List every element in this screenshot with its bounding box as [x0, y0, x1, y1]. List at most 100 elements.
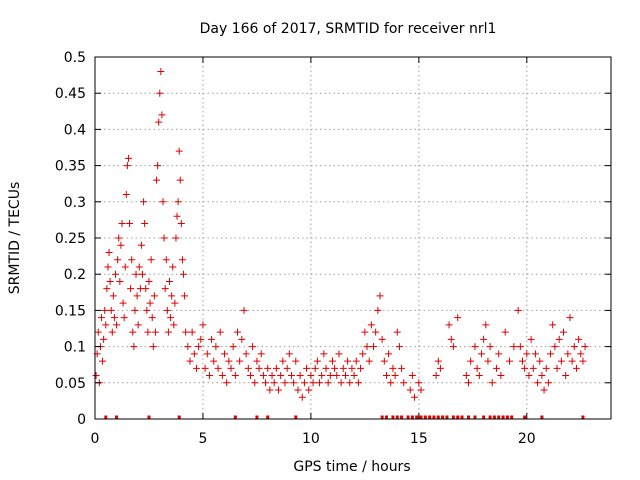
data-point: [97, 314, 105, 322]
data-point: [203, 350, 211, 358]
data-point: [160, 234, 168, 242]
data-point: [216, 328, 224, 336]
data-point: [339, 364, 347, 372]
data-point: [214, 364, 222, 372]
y-tick-label: 0.15: [55, 303, 86, 319]
data-point: [208, 335, 216, 343]
data-point: [251, 379, 259, 387]
data-point: [149, 343, 157, 351]
data-point: [361, 328, 369, 336]
data-point: [116, 277, 124, 285]
data-point: [285, 350, 293, 358]
data-point: [92, 372, 100, 380]
data-point: [387, 379, 395, 387]
data-point: [229, 343, 237, 351]
data-point: [128, 256, 136, 264]
data-point: [380, 357, 388, 365]
data-point: [367, 321, 375, 329]
data-point: [318, 372, 326, 380]
data-point: [244, 364, 252, 372]
data-point: [542, 364, 550, 372]
data-point: [100, 335, 108, 343]
data-point: [514, 306, 522, 314]
data-point: [523, 350, 531, 358]
data-point: [449, 343, 457, 351]
data-point: [158, 111, 166, 119]
data-point: [350, 372, 358, 380]
data-point: [169, 263, 177, 271]
data-point: [108, 328, 116, 336]
data-point: [233, 328, 241, 336]
data-point: [475, 372, 483, 380]
data-point: [144, 328, 152, 336]
data-point: [408, 372, 416, 380]
data-point: [240, 306, 248, 314]
data-point: [391, 372, 399, 380]
data-point: [123, 162, 131, 170]
data-point: [417, 386, 425, 394]
data-point: [307, 372, 315, 380]
data-point: [249, 343, 257, 351]
data-point: [324, 379, 332, 387]
data-point: [218, 372, 226, 380]
data-point: [135, 263, 143, 271]
data-point: [186, 357, 194, 365]
data-point: [231, 372, 239, 380]
y-tick-label: 0.3: [64, 195, 86, 211]
data-point: [486, 343, 494, 351]
data-point: [120, 314, 128, 322]
data-point: [303, 364, 311, 372]
data-point: [283, 364, 291, 372]
data-point: [147, 256, 155, 264]
data-point: [225, 357, 233, 365]
data-point: [236, 357, 244, 365]
data-point: [363, 343, 371, 351]
data-point: [389, 364, 397, 372]
data-point: [488, 379, 496, 387]
data-point: [354, 379, 362, 387]
data-point: [309, 379, 317, 387]
data-point: [382, 372, 390, 380]
data-point: [551, 343, 559, 351]
data-point: [246, 372, 254, 380]
data-point: [140, 198, 148, 206]
data-point: [365, 357, 373, 365]
data-point: [130, 343, 138, 351]
x-tick-label: 0: [91, 431, 100, 447]
data-point: [184, 343, 192, 351]
data-point: [335, 350, 343, 358]
data-point: [406, 386, 414, 394]
data-point: [145, 277, 153, 285]
data-point: [348, 364, 356, 372]
data-point: [432, 372, 440, 380]
data-point: [112, 270, 120, 278]
data-point: [341, 372, 349, 380]
data-point: [151, 328, 159, 336]
data-point: [190, 350, 198, 358]
data-point: [501, 328, 509, 336]
data-point: [281, 379, 289, 387]
data-point: [177, 220, 185, 228]
data-point: [378, 335, 386, 343]
data-point: [114, 256, 122, 264]
data-point: [121, 263, 129, 271]
grid: [95, 57, 611, 419]
data-point: [320, 350, 328, 358]
data-point: [275, 386, 283, 394]
data-point: [493, 364, 501, 372]
data-point: [172, 234, 180, 242]
data-point: [292, 357, 300, 365]
data-point: [99, 357, 107, 365]
data-point: [162, 256, 170, 264]
data-point: [581, 343, 589, 351]
data-point: [131, 306, 139, 314]
y-tick-label: 0.1: [64, 340, 86, 356]
data-point: [150, 292, 158, 300]
data-point: [484, 357, 492, 365]
data-point: [495, 350, 503, 358]
data-point: [142, 285, 150, 293]
data-point: [577, 350, 585, 358]
data-point: [272, 364, 280, 372]
x-tick-label: 15: [410, 431, 428, 447]
